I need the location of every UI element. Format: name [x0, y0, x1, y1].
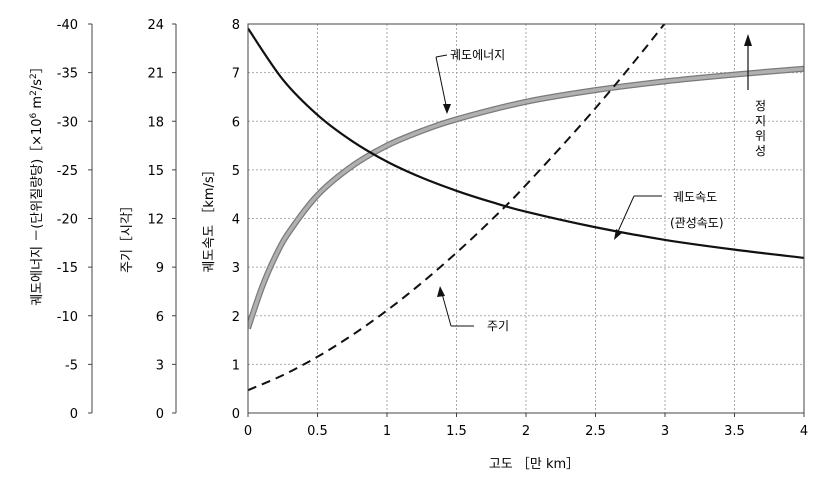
annotation-geo-char-1: 정	[755, 99, 766, 113]
velocity-tick-label-1: 1	[232, 358, 240, 373]
velocity-tick-label-3: 3	[232, 261, 240, 276]
annotation-energy: 궤도에너지	[435, 48, 505, 114]
period-tick-label-4: 12	[147, 213, 164, 228]
x-tick-label-2: 1	[383, 424, 391, 439]
annotation-period: 주기	[437, 286, 509, 333]
period-axis-title: 주기［시각］	[120, 199, 135, 273]
velocity-tick-label-2: 2	[232, 310, 240, 325]
velocity-tick-label-8: 8	[232, 18, 240, 33]
energy-tick-label-2: -10	[57, 310, 78, 325]
x-tick-label-1: 0.5	[307, 424, 328, 439]
axis-period: 0 3 6 9 12 15 18 21 24	[147, 18, 177, 422]
annotation-period-arrowhead	[437, 286, 445, 297]
series-period-line	[248, 24, 666, 392]
annotation-energy-hook	[435, 54, 448, 58]
velocity-tick-label-6: 6	[232, 115, 240, 130]
axis-velocity: 0 1 2 3 4 5 6 7 8	[232, 18, 240, 422]
energy-tick-label-3: -15	[57, 261, 78, 276]
series-velocity-line	[248, 27, 804, 259]
x-tick-label-6: 3	[661, 424, 669, 439]
annotation-geo-char-2: 지	[755, 114, 766, 128]
x-tick-label-8: 4	[800, 424, 808, 439]
annotation-velocity: 궤도속도 (관성속도)	[614, 190, 724, 240]
energy-axis-title: 궤도에너지 －(단위질량당)［×106 m2/s2］	[29, 60, 45, 305]
annotation-energy-leader	[435, 56, 448, 111]
annotation-geo-arrowhead	[744, 34, 752, 46]
period-tick-label-0: 0	[156, 407, 164, 422]
energy-title-suffix: /s	[30, 79, 45, 90]
x-tick-label-4: 2	[522, 424, 530, 439]
velocity-tick-label-4: 4	[232, 213, 240, 228]
x-tick-label-3: 1.5	[446, 424, 467, 439]
period-tick-label-7: 21	[147, 67, 164, 82]
period-tick-label-3: 9	[156, 261, 164, 276]
energy-title-exp2: 2	[29, 90, 39, 96]
energy-tick-label-5: -25	[57, 164, 78, 179]
energy-title-exp: 6	[29, 112, 39, 118]
energy-title-prefix: 궤도에너지 －(단위질량당)［×10	[30, 118, 45, 305]
annotation-velocity-label: 궤도속도	[673, 190, 717, 204]
energy-tick-label-6: -30	[57, 115, 78, 130]
energy-tick-label-7: -35	[57, 67, 78, 82]
energy-title-end: ］	[30, 60, 45, 73]
velocity-tick-label-7: 7	[232, 67, 240, 82]
period-tick-label-6: 18	[147, 115, 164, 130]
series-layer	[248, 24, 804, 392]
period-tick-label-5: 15	[147, 164, 164, 179]
velocity-tick-label-5: 5	[232, 164, 240, 179]
annotation-period-label: 주기	[487, 319, 509, 333]
energy-tick-label-1: -5	[65, 358, 78, 373]
period-tick-label-8: 24	[147, 18, 164, 33]
grid	[248, 24, 804, 413]
annotation-energy-label: 궤도에너지	[450, 48, 505, 62]
energy-title-mid: m	[30, 96, 45, 113]
annotation-geo: 정 지 위 성	[744, 34, 766, 158]
x-tick-label-5: 2.5	[585, 424, 606, 439]
annotation-velocity-leader	[615, 195, 635, 237]
series-energy-line	[248, 66, 804, 329]
period-tick-label-1: 3	[156, 358, 164, 373]
energy-tick-label-8: -40	[57, 18, 78, 33]
energy-tick-label-0: 0	[70, 407, 78, 422]
annotation-geo-char-4: 성	[755, 144, 766, 158]
velocity-axis-title: 궤도속도 ［km/s］	[202, 163, 217, 272]
annotation-energy-arrowhead	[443, 104, 451, 114]
period-tick-label-2: 6	[156, 310, 164, 325]
velocity-tick-label-0: 0	[232, 407, 240, 422]
annotation-geo-char-3: 위	[755, 129, 766, 143]
x-tick-label-0: 0	[244, 424, 252, 439]
energy-tick-label-4: -20	[57, 213, 78, 228]
annotation-velocity-sublabel: (관성속도)	[670, 216, 724, 230]
axis-x: 0 0.5 1 1.5 2 2.5 3 3.5 4	[244, 413, 808, 439]
energy-title-exp3: 2	[29, 73, 39, 79]
annotation-velocity-arrowhead	[614, 229, 622, 240]
axis-energy: 0 -5 -10 -15 -20 -25 -30 -35 -40	[57, 18, 93, 422]
x-axis-title: 고도 ［만 km］	[489, 457, 579, 472]
x-tick-label-7: 3.5	[724, 424, 745, 439]
